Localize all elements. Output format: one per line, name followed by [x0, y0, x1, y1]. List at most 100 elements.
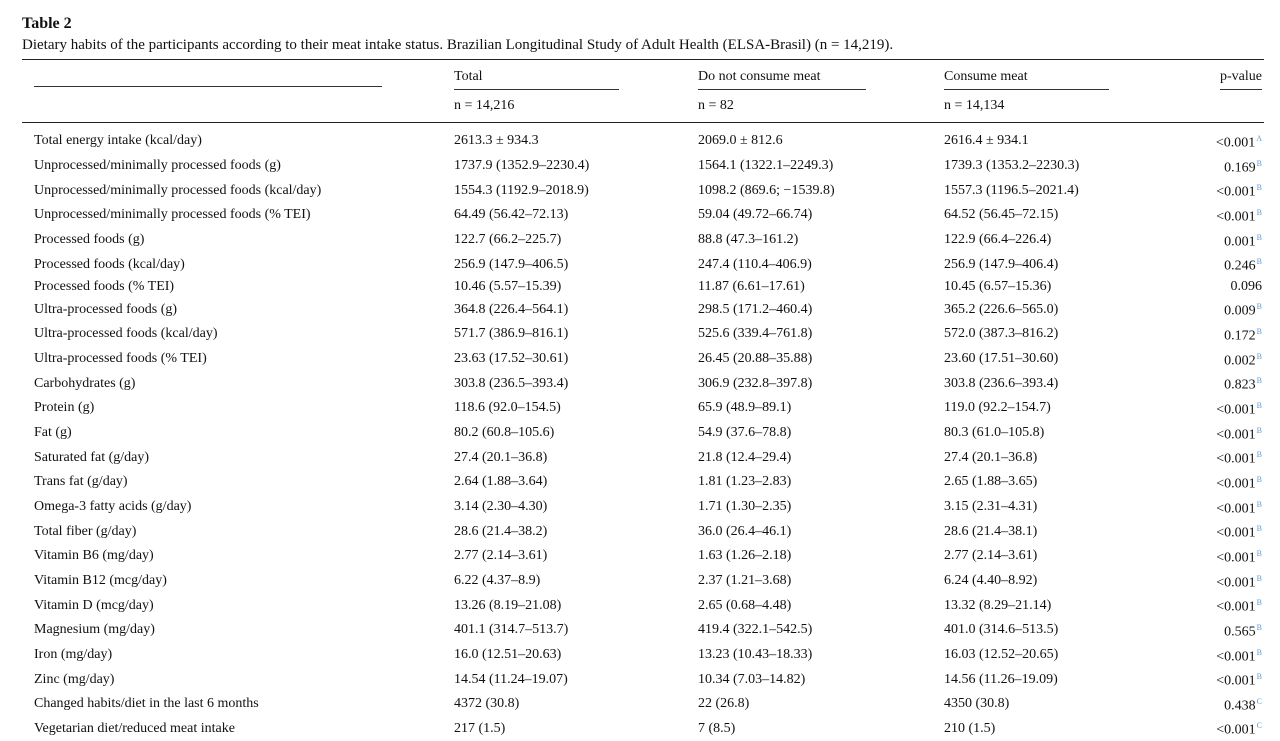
cell-p-value: 0.565B — [1152, 618, 1264, 643]
cell-p-value: 0.438C — [1152, 692, 1264, 717]
table-row: Unprocessed/minimally processed foods (k… — [22, 178, 1264, 203]
cell-no-meat: 1.71 (1.30–2.35) — [698, 495, 944, 520]
footnote-marker[interactable]: B — [1257, 401, 1262, 410]
footnote-marker[interactable]: B — [1257, 475, 1262, 484]
cell-p-value: <0.001B — [1152, 519, 1264, 544]
cell-no-meat: 2.37 (1.21–3.68) — [698, 569, 944, 594]
cell-no-meat: 1.63 (1.26–2.18) — [698, 544, 944, 569]
cell-meat: 13.32 (8.29–21.14) — [944, 593, 1152, 618]
cell-no-meat: 2.65 (0.68–4.48) — [698, 593, 944, 618]
footnote-marker[interactable]: B — [1257, 376, 1262, 385]
footnote-marker[interactable]: B — [1257, 352, 1262, 361]
header-no-meat: Do not consume meat — [698, 60, 944, 95]
footnote-marker[interactable]: B — [1257, 500, 1262, 509]
table-row: Vitamin B12 (mcg/day)6.22 (4.37–8.9)2.37… — [22, 569, 1264, 594]
cell-meat: 365.2 (226.6–565.0) — [944, 297, 1152, 322]
cell-total: 64.49 (56.42–72.13) — [454, 203, 698, 228]
cell-meat: 1557.3 (1196.5–2021.4) — [944, 178, 1152, 203]
cell-total: 401.1 (314.7–513.7) — [454, 618, 698, 643]
footnote-marker[interactable]: B — [1257, 648, 1262, 657]
cell-no-meat: 88.8 (47.3–161.2) — [698, 228, 944, 253]
cell-total: 2613.3 ± 934.3 — [454, 123, 698, 154]
table-row: Magnesium (mg/day)401.1 (314.7–513.7)419… — [22, 618, 1264, 643]
cell-total: 2.64 (1.88–3.64) — [454, 470, 698, 495]
footnote-marker[interactable]: B — [1257, 257, 1262, 266]
header-total: Total — [454, 60, 698, 95]
cell-meat: 4350 (30.8) — [944, 692, 1152, 717]
table-body: Total energy intake (kcal/day)2613.3 ± 9… — [22, 123, 1264, 741]
table-row: Total fiber (g/day)28.6 (21.4–38.2)36.0 … — [22, 519, 1264, 544]
table-row: Vitamin B6 (mg/day)2.77 (2.14–3.61)1.63 … — [22, 544, 1264, 569]
table-row: Unprocessed/minimally processed foods (g… — [22, 154, 1264, 179]
cell-p-value: <0.001B — [1152, 643, 1264, 668]
footnote-marker[interactable]: B — [1257, 233, 1262, 242]
footnote-marker[interactable]: B — [1257, 426, 1262, 435]
row-label: Zinc (mg/day) — [22, 667, 454, 692]
footnote-marker[interactable]: B — [1257, 623, 1262, 632]
table-row: Carbohydrates (g)303.8 (236.5–393.4)306.… — [22, 371, 1264, 396]
cell-p-value: <0.001B — [1152, 667, 1264, 692]
row-label: Saturated fat (g/day) — [22, 445, 454, 470]
cell-total: 118.6 (92.0–154.5) — [454, 396, 698, 421]
cell-p-value: 0.823B — [1152, 371, 1264, 396]
footnote-marker[interactable]: C — [1257, 721, 1262, 730]
cell-meat: 10.45 (6.57–15.36) — [944, 277, 1152, 297]
row-label: Total fiber (g/day) — [22, 519, 454, 544]
footnote-marker[interactable]: A — [1256, 134, 1262, 143]
cell-no-meat: 419.4 (322.1–542.5) — [698, 618, 944, 643]
cell-p-value: <0.001B — [1152, 445, 1264, 470]
cell-p-value: 0.172B — [1152, 322, 1264, 347]
row-label: Omega-3 fatty acids (g/day) — [22, 495, 454, 520]
table-row: Zinc (mg/day)14.54 (11.24–19.07)10.34 (7… — [22, 667, 1264, 692]
cell-total: 23.63 (17.52–30.61) — [454, 347, 698, 372]
table-caption: Dietary habits of the participants accor… — [22, 35, 1264, 55]
footnote-marker[interactable]: B — [1257, 450, 1262, 459]
footnote-marker[interactable]: B — [1257, 549, 1262, 558]
cell-no-meat: 1098.2 (869.6; −1539.8) — [698, 178, 944, 203]
footnote-marker[interactable]: B — [1257, 598, 1262, 607]
cell-no-meat: 54.9 (37.6–78.8) — [698, 421, 944, 446]
row-label: Trans fat (g/day) — [22, 470, 454, 495]
cell-total: 217 (1.5) — [454, 716, 698, 741]
table-row: Trans fat (g/day)2.64 (1.88–3.64)1.81 (1… — [22, 470, 1264, 495]
footnote-marker[interactable]: B — [1257, 672, 1262, 681]
cell-total: 364.8 (226.4–564.1) — [454, 297, 698, 322]
footnote-marker[interactable]: B — [1257, 183, 1262, 192]
cell-no-meat: 525.6 (339.4–761.8) — [698, 322, 944, 347]
footnote-marker[interactable]: C — [1257, 697, 1262, 706]
n-meat: n = 14,134 — [944, 94, 1152, 123]
cell-no-meat: 1.81 (1.23–2.83) — [698, 470, 944, 495]
footnote-marker[interactable]: B — [1257, 302, 1262, 311]
cell-total: 4372 (30.8) — [454, 692, 698, 717]
row-label: Vitamin D (mcg/day) — [22, 593, 454, 618]
n-no-meat: n = 82 — [698, 94, 944, 123]
header-row: Total Do not consume meat Consume meat p… — [22, 60, 1264, 95]
cell-total: 14.54 (11.24–19.07) — [454, 667, 698, 692]
cell-meat: 28.6 (21.4–38.1) — [944, 519, 1152, 544]
table-row: Total energy intake (kcal/day)2613.3 ± 9… — [22, 123, 1264, 154]
cell-total: 10.46 (5.57–15.39) — [454, 277, 698, 297]
cell-total: 303.8 (236.5–393.4) — [454, 371, 698, 396]
footnote-marker[interactable]: B — [1257, 159, 1262, 168]
cell-meat: 23.60 (17.51–30.60) — [944, 347, 1152, 372]
cell-meat: 2.65 (1.88–3.65) — [944, 470, 1152, 495]
cell-total: 1737.9 (1352.9–2230.4) — [454, 154, 698, 179]
cell-meat: 303.8 (236.6–393.4) — [944, 371, 1152, 396]
row-label: Vegetarian diet/reduced meat intake — [22, 716, 454, 741]
footnote-marker[interactable]: B — [1257, 574, 1262, 583]
cell-no-meat: 11.87 (6.61–17.61) — [698, 277, 944, 297]
cell-meat: 119.0 (92.2–154.7) — [944, 396, 1152, 421]
cell-no-meat: 59.04 (49.72–66.74) — [698, 203, 944, 228]
cell-p-value: <0.001B — [1152, 470, 1264, 495]
cell-meat: 64.52 (56.45–72.15) — [944, 203, 1152, 228]
footnote-marker[interactable]: B — [1257, 524, 1262, 533]
cell-p-value: 0.096 — [1152, 277, 1264, 297]
cell-total: 16.0 (12.51–20.63) — [454, 643, 698, 668]
footnote-marker[interactable]: B — [1257, 327, 1262, 336]
cell-p-value: 0.169B — [1152, 154, 1264, 179]
cell-p-value: 0.002B — [1152, 347, 1264, 372]
cell-meat: 2.77 (2.14–3.61) — [944, 544, 1152, 569]
footnote-marker[interactable]: B — [1257, 208, 1262, 217]
cell-total: 13.26 (8.19–21.08) — [454, 593, 698, 618]
